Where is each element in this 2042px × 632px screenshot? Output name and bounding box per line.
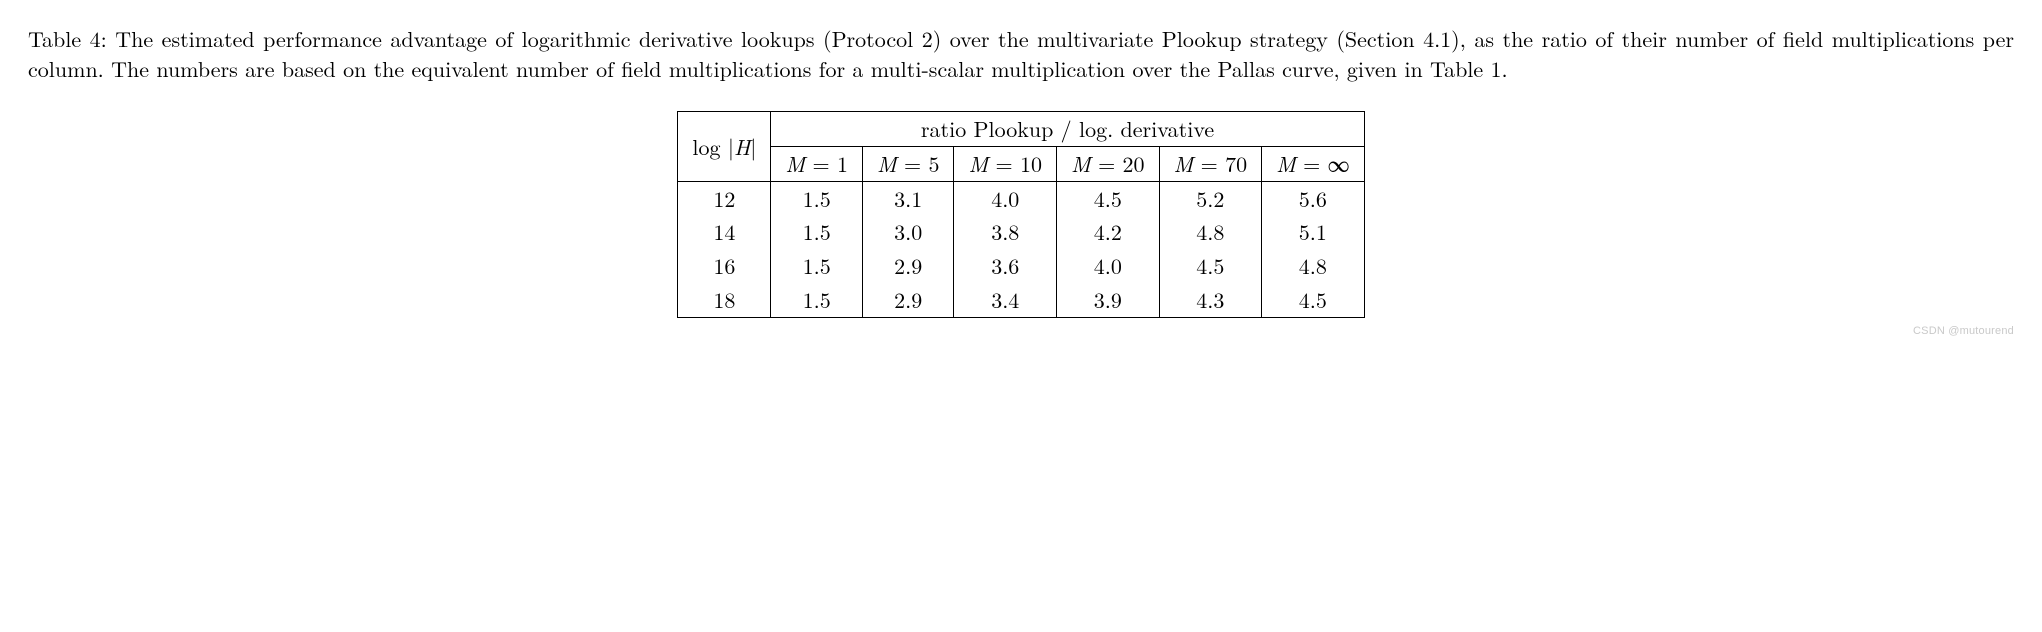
col-eq: = (1193, 148, 1225, 179)
col-var: M (785, 148, 805, 179)
row-header-var: H (734, 131, 750, 162)
table-cell: 3.8 (954, 215, 1057, 249)
col-eq: = (805, 148, 837, 179)
table-cell: 4.3 (1159, 283, 1262, 317)
table-cell: 3.1 (862, 181, 954, 215)
col-val: 1 (837, 148, 848, 179)
ratio-table: log |H| ratio Plookup / log. derivative … (677, 111, 1364, 317)
col-header: M = 20 (1057, 147, 1160, 182)
table-cell: 3.9 (1057, 283, 1160, 317)
col-header: M = 1 (771, 147, 863, 182)
table-cell: 1.5 (771, 283, 863, 317)
table-cell: 2.9 (862, 249, 954, 283)
table-row: 16 1.5 2.9 3.6 4.0 4.5 4.8 (678, 249, 1364, 283)
table-cell: 4.5 (1159, 249, 1262, 283)
table-caption: Table 4: The estimated performance advan… (28, 24, 2014, 83)
table-cell: 4.2 (1057, 215, 1160, 249)
table-cell: 3.0 (862, 215, 954, 249)
col-var: M (1276, 148, 1296, 179)
table-cell: 2.9 (862, 283, 954, 317)
col-eq: = (1296, 148, 1328, 179)
row-header-suffix: | (750, 131, 756, 162)
row-label: 16 (678, 249, 771, 283)
table-cell: 1.5 (771, 249, 863, 283)
table-cell: 4.0 (954, 181, 1057, 215)
table-row: 14 1.5 3.0 3.8 4.2 4.8 5.1 (678, 215, 1364, 249)
col-var: M (1174, 148, 1194, 179)
table-cell: 1.5 (771, 215, 863, 249)
row-label: 18 (678, 283, 771, 317)
table-cell: 1.5 (771, 181, 863, 215)
table-cell: 4.5 (1262, 283, 1365, 317)
spanner-header: ratio Plookup / log. derivative (771, 112, 1364, 147)
caption-text: The estimated performance advantage of l… (28, 23, 2014, 84)
table-cell: 3.4 (954, 283, 1057, 317)
row-header-title: log |H| (678, 112, 771, 181)
col-var: M (877, 148, 897, 179)
table-cell: 5.2 (1159, 181, 1262, 215)
col-var: M (968, 148, 988, 179)
table-cell: 5.6 (1262, 181, 1365, 215)
table-cell: 3.6 (954, 249, 1057, 283)
col-eq: = (897, 148, 929, 179)
col-val: ∞ (1328, 148, 1350, 179)
col-val: 10 (1020, 148, 1042, 179)
col-eq: = (988, 148, 1020, 179)
col-header: M = 5 (862, 147, 954, 182)
col-eq: = (1091, 148, 1123, 179)
table-cell: 4.5 (1057, 181, 1160, 215)
row-header-prefix: log | (692, 131, 734, 162)
table-cell: 4.8 (1159, 215, 1262, 249)
col-header: M = ∞ (1262, 147, 1365, 182)
col-header: M = 10 (954, 147, 1057, 182)
caption-label: Table 4: (28, 23, 107, 54)
table-cell: 5.1 (1262, 215, 1365, 249)
col-val: 70 (1225, 148, 1247, 179)
watermark: CSDN @mutourend (28, 324, 2014, 339)
table-row: 12 1.5 3.1 4.0 4.5 5.2 5.6 (678, 181, 1364, 215)
table-row: 18 1.5 2.9 3.4 3.9 4.3 4.5 (678, 283, 1364, 317)
row-label: 12 (678, 181, 771, 215)
col-val: 5 (928, 148, 939, 179)
table-cell: 4.8 (1262, 249, 1365, 283)
table-cell: 4.0 (1057, 249, 1160, 283)
col-var: M (1071, 148, 1091, 179)
row-label: 14 (678, 215, 771, 249)
col-header: M = 70 (1159, 147, 1262, 182)
col-val: 20 (1123, 148, 1145, 179)
table-container: log |H| ratio Plookup / log. derivative … (28, 111, 2014, 317)
